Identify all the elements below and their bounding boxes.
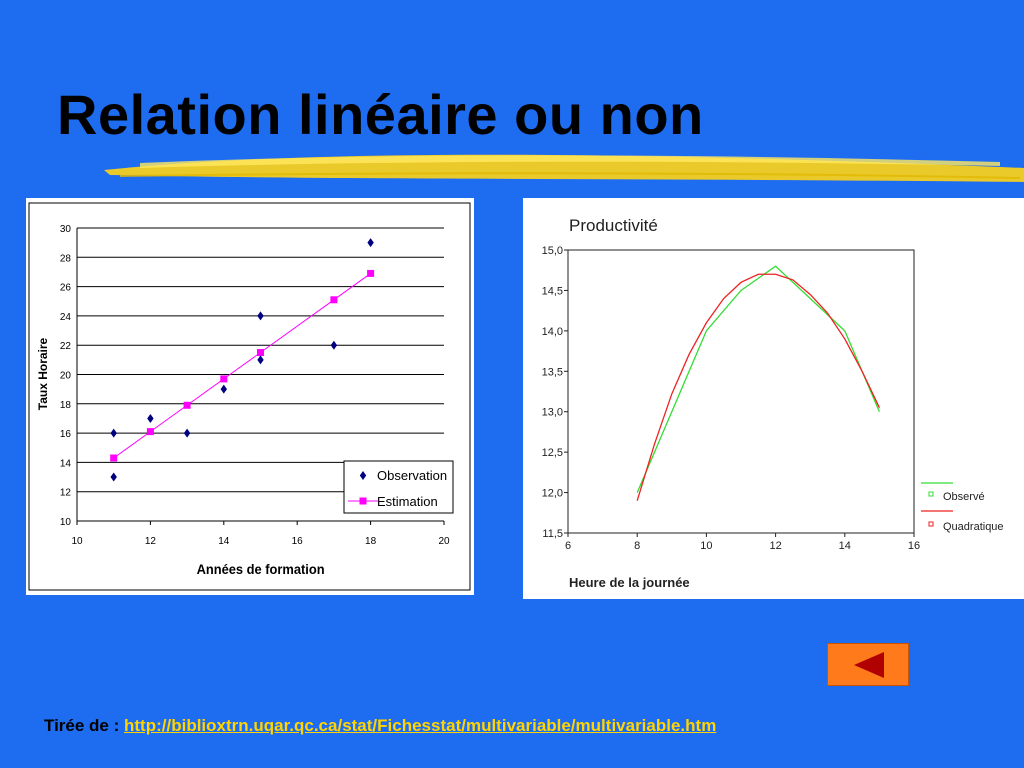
y-tick-label: 12,5 [542,447,563,459]
legend-observation-marker [359,471,367,480]
x-tick-label: 18 [365,536,377,547]
observation-point [257,355,264,365]
x-tick-label: 14 [218,536,230,547]
y-tick-label: 10 [60,517,72,528]
observation-point [257,311,264,321]
x-tick-label: 12 [769,540,781,552]
legend-observe-label: Observé [943,491,985,503]
observation-point [220,384,227,394]
y-tick-label: 20 [60,371,72,382]
y-tick-label: 13,0 [542,407,563,419]
source-line: Tirée de : http://biblioxtrn.uqar.qc.ca/… [44,716,716,736]
estimation-point [146,428,154,436]
legend: Observation Estimation [343,460,454,514]
estimation-point [220,375,228,383]
left-triangle-icon [854,652,884,678]
x-tick-label: 14 [839,540,851,552]
observation-point [110,428,117,438]
y-tick-label: 22 [60,341,72,352]
scatter-chart: 10 12 14 16 18 20 22 24 26 28 30 10 12 14 16 18 20 Années… [28,202,471,591]
y-tick-label: 30 [60,224,72,235]
y-tick-label: 13,5 [542,366,563,378]
estimation-point [257,349,264,357]
source-link[interactable]: http://biblioxtrn.uqar.qc.ca/stat/Fiches… [124,716,717,735]
estimation-point [330,296,338,304]
x-axis-label: Années de formation [197,562,325,578]
legend: Observé Quadratique [921,482,1004,533]
y-tick-label: 11,5 [542,528,563,540]
back-button[interactable] [827,643,909,686]
observation-point [147,413,154,423]
observation-point [183,428,191,438]
y-tick-label: 24 [60,312,72,323]
slide-title: Relation linéaire ou non [57,83,704,146]
y-tick-label: 18 [60,400,72,411]
x-tick-label: 20 [438,536,450,547]
chart-title: Productivité [569,216,658,235]
observation-point [367,238,374,248]
x-axis-label: Heure de la journée [569,575,690,590]
y-axis-label: Taux Horaire [36,337,50,410]
y-tick-label: 15,0 [542,245,563,257]
legend-quadratique-label: Quadratique [943,521,1004,533]
y-tick-label: 12,0 [542,488,563,500]
observe-line [636,265,880,493]
y-tick-label: 14,0 [542,326,563,338]
estimation-point [110,454,118,462]
x-tick-label: 16 [292,536,304,547]
plot-frame [567,249,915,534]
productivity-chart: Productivité 11,5 12,0 12,5 13,0 13,5 14,0 14,5… [542,216,1004,590]
x-tick-label: 10 [700,540,712,552]
y-tick-label: 14,5 [542,285,563,297]
productivity-chart-panel: Productivité 11,5 12,0 12,5 13,0 13,5 14,0 14,5… [523,198,1024,599]
estimation-point [183,401,191,409]
y-tick-label: 26 [60,283,72,294]
y-tick-label: 12 [60,488,72,499]
legend-estimation-marker [359,497,367,505]
y-tick-label: 16 [60,429,72,440]
observation-point [110,472,117,482]
x-tick-label: 16 [908,540,920,552]
quadratique-line [636,273,880,501]
source-label: Tirée de : [44,716,120,735]
scatter-chart-panel: 10 12 14 16 18 20 22 24 26 28 30 10 12 14 16 18 20 Années… [26,198,474,595]
y-tick-label: 28 [60,253,72,264]
chart-border [28,202,471,591]
x-tick-label: 10 [71,536,83,547]
observation-point [330,340,338,350]
x-tick-label: 8 [634,540,640,552]
y-tick-label: 14 [60,458,72,469]
legend-estimation-label: Estimation [377,494,438,509]
x-tick-label: 6 [565,540,571,552]
x-tick-label: 12 [145,536,157,547]
legend-observe-marker [928,491,934,497]
yellow-highlight-stroke [104,154,1024,182]
estimation-point [367,269,375,277]
legend-observation-label: Observation [377,468,447,483]
legend-quadratique-marker [928,521,934,527]
